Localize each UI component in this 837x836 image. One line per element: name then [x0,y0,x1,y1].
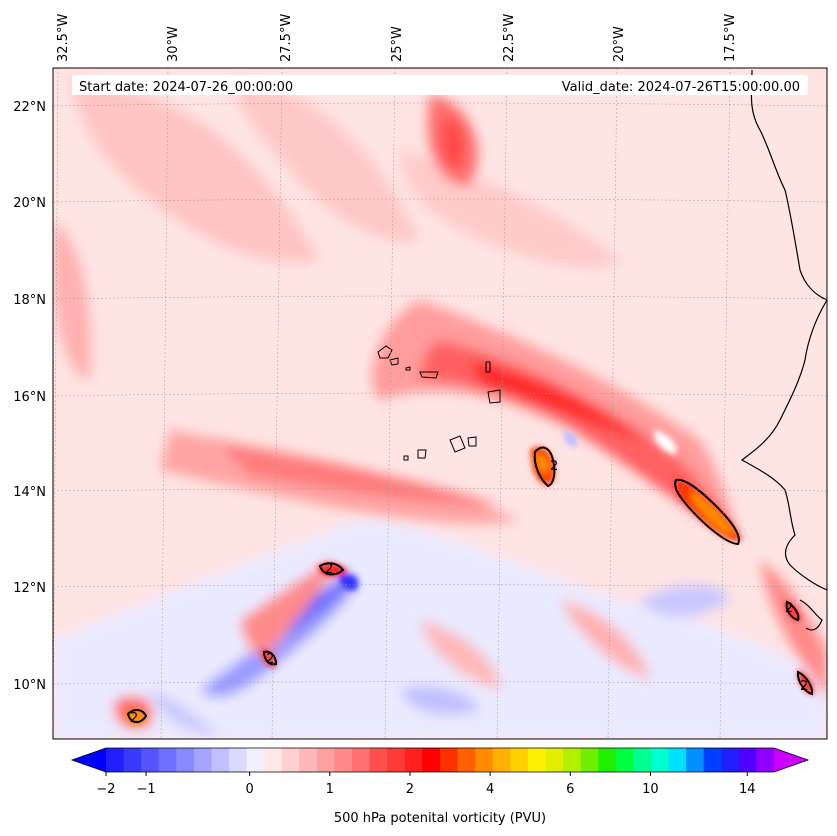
colorbar-cell [475,748,494,772]
lon-label: 25°W [390,26,405,62]
colorbar-cell [211,748,230,772]
colorbar-cell [299,748,318,772]
coastline [740,69,827,631]
colorbar-cell [457,748,476,772]
colorbar-tick-label: 1 [326,782,334,797]
colorbar-cell [246,748,265,772]
colorbar-cell [756,748,775,772]
lon-label: 20°W [612,26,627,62]
contour-label: 2 [266,652,274,667]
colorbar-cell [334,748,353,772]
colorbar-cell [440,748,459,772]
colorbar-tick-label: 0 [245,782,253,797]
colorbar-tick-label: 6 [566,782,574,797]
pv-2-contours [126,446,814,724]
colorbar-tick-label: 14 [739,782,756,797]
lon-label: 17.5°W [723,14,738,62]
cape-verde-islands [377,345,501,461]
lon-label: 32.5°W [56,14,71,62]
colorbar-cell [264,748,283,772]
contour-label: 2 [785,601,793,616]
colorbar-cell [650,748,670,772]
colorbar-tick-label: −2 [96,782,115,797]
colorbar: −2 −1 0 1 2 4 6 10 14 500 hPa potenital vorticit… [70,747,810,826]
colorbar-cell [281,748,300,772]
lat-label: 20°N [13,196,46,211]
map-frame [52,67,828,740]
pv-field: 2 2 2 2 2 2 [53,68,827,739]
colorbar-over-arrow [774,748,808,772]
colorbar-cell [703,748,722,772]
info-box [72,75,808,95]
colorbar-label: 500 hPa potenital vorticity (PVU) [334,811,546,826]
colorbar-cell [158,748,177,772]
colorbar-tick-label: 4 [486,782,494,797]
colorbar-cell [123,748,142,772]
latitude-labels: 22°N 20°N 18°N 16°N 14°N 12°N 10°N [13,100,46,693]
colorbar-cell [106,748,125,772]
colorbar-cell [229,748,248,772]
colorbar-cell [316,748,336,772]
contour-labels: 2 2 2 2 2 2 [130,459,808,726]
graticule [53,68,827,739]
lat-label: 16°N [13,390,46,405]
colorbar-cell [615,748,634,772]
colorbar-cell [352,748,371,772]
contour-label: 2 [800,679,808,694]
lat-label: 14°N [13,485,46,500]
lon-label: 22.5°W [502,14,517,62]
lat-label: 10°N [13,678,46,693]
lat-label: 12°N [13,581,46,596]
contour-label: 2 [130,711,138,726]
colorbar-tick-label: −1 [136,782,155,797]
start-date-label: Start date: 2024-07-26_00:00:00 [79,80,293,95]
colorbar-cell [668,748,687,772]
colorbar-cell [422,748,441,772]
lat-label: 22°N [13,100,46,115]
contour-label: 2 [325,562,333,577]
colorbar-cell [563,748,582,772]
colorbar-cell [193,748,212,772]
lat-label: 18°N [13,293,46,308]
colorbar-cell [721,748,740,772]
longitude-labels: 32.5°W 30°W 27.5°W 25°W 22.5°W 20°W 17.5… [56,14,738,62]
colorbar-cell [580,748,599,772]
colorbar-tick-label: 2 [406,782,414,797]
valid-date-label: Valid_date: 2024-07-26T15:00:00.00 [562,80,800,95]
colorbar-cell [404,748,423,772]
colorbar-cell [545,748,564,772]
colorbar-cell [141,748,160,772]
colorbar-ticks: −2 −1 0 1 2 4 6 10 14 [96,772,756,797]
lon-label: 27.5°W [279,14,294,62]
colorbar-tick-label: 10 [642,782,659,797]
colorbar-cell [738,748,757,772]
colorbar-cell [387,748,406,772]
colorbar-cell [633,748,652,772]
colorbar-cell [527,748,546,772]
colorbar-cell [598,748,617,772]
colorbar-cell [510,748,529,772]
colorbar-cell [176,748,195,772]
colorbar-under-arrow [72,748,106,772]
colorbar-cell [369,748,388,772]
colorbar-cell [686,748,705,772]
lon-label: 30°W [166,26,181,62]
contour-label: 2 [550,459,558,474]
colorbar-cell [492,748,511,772]
